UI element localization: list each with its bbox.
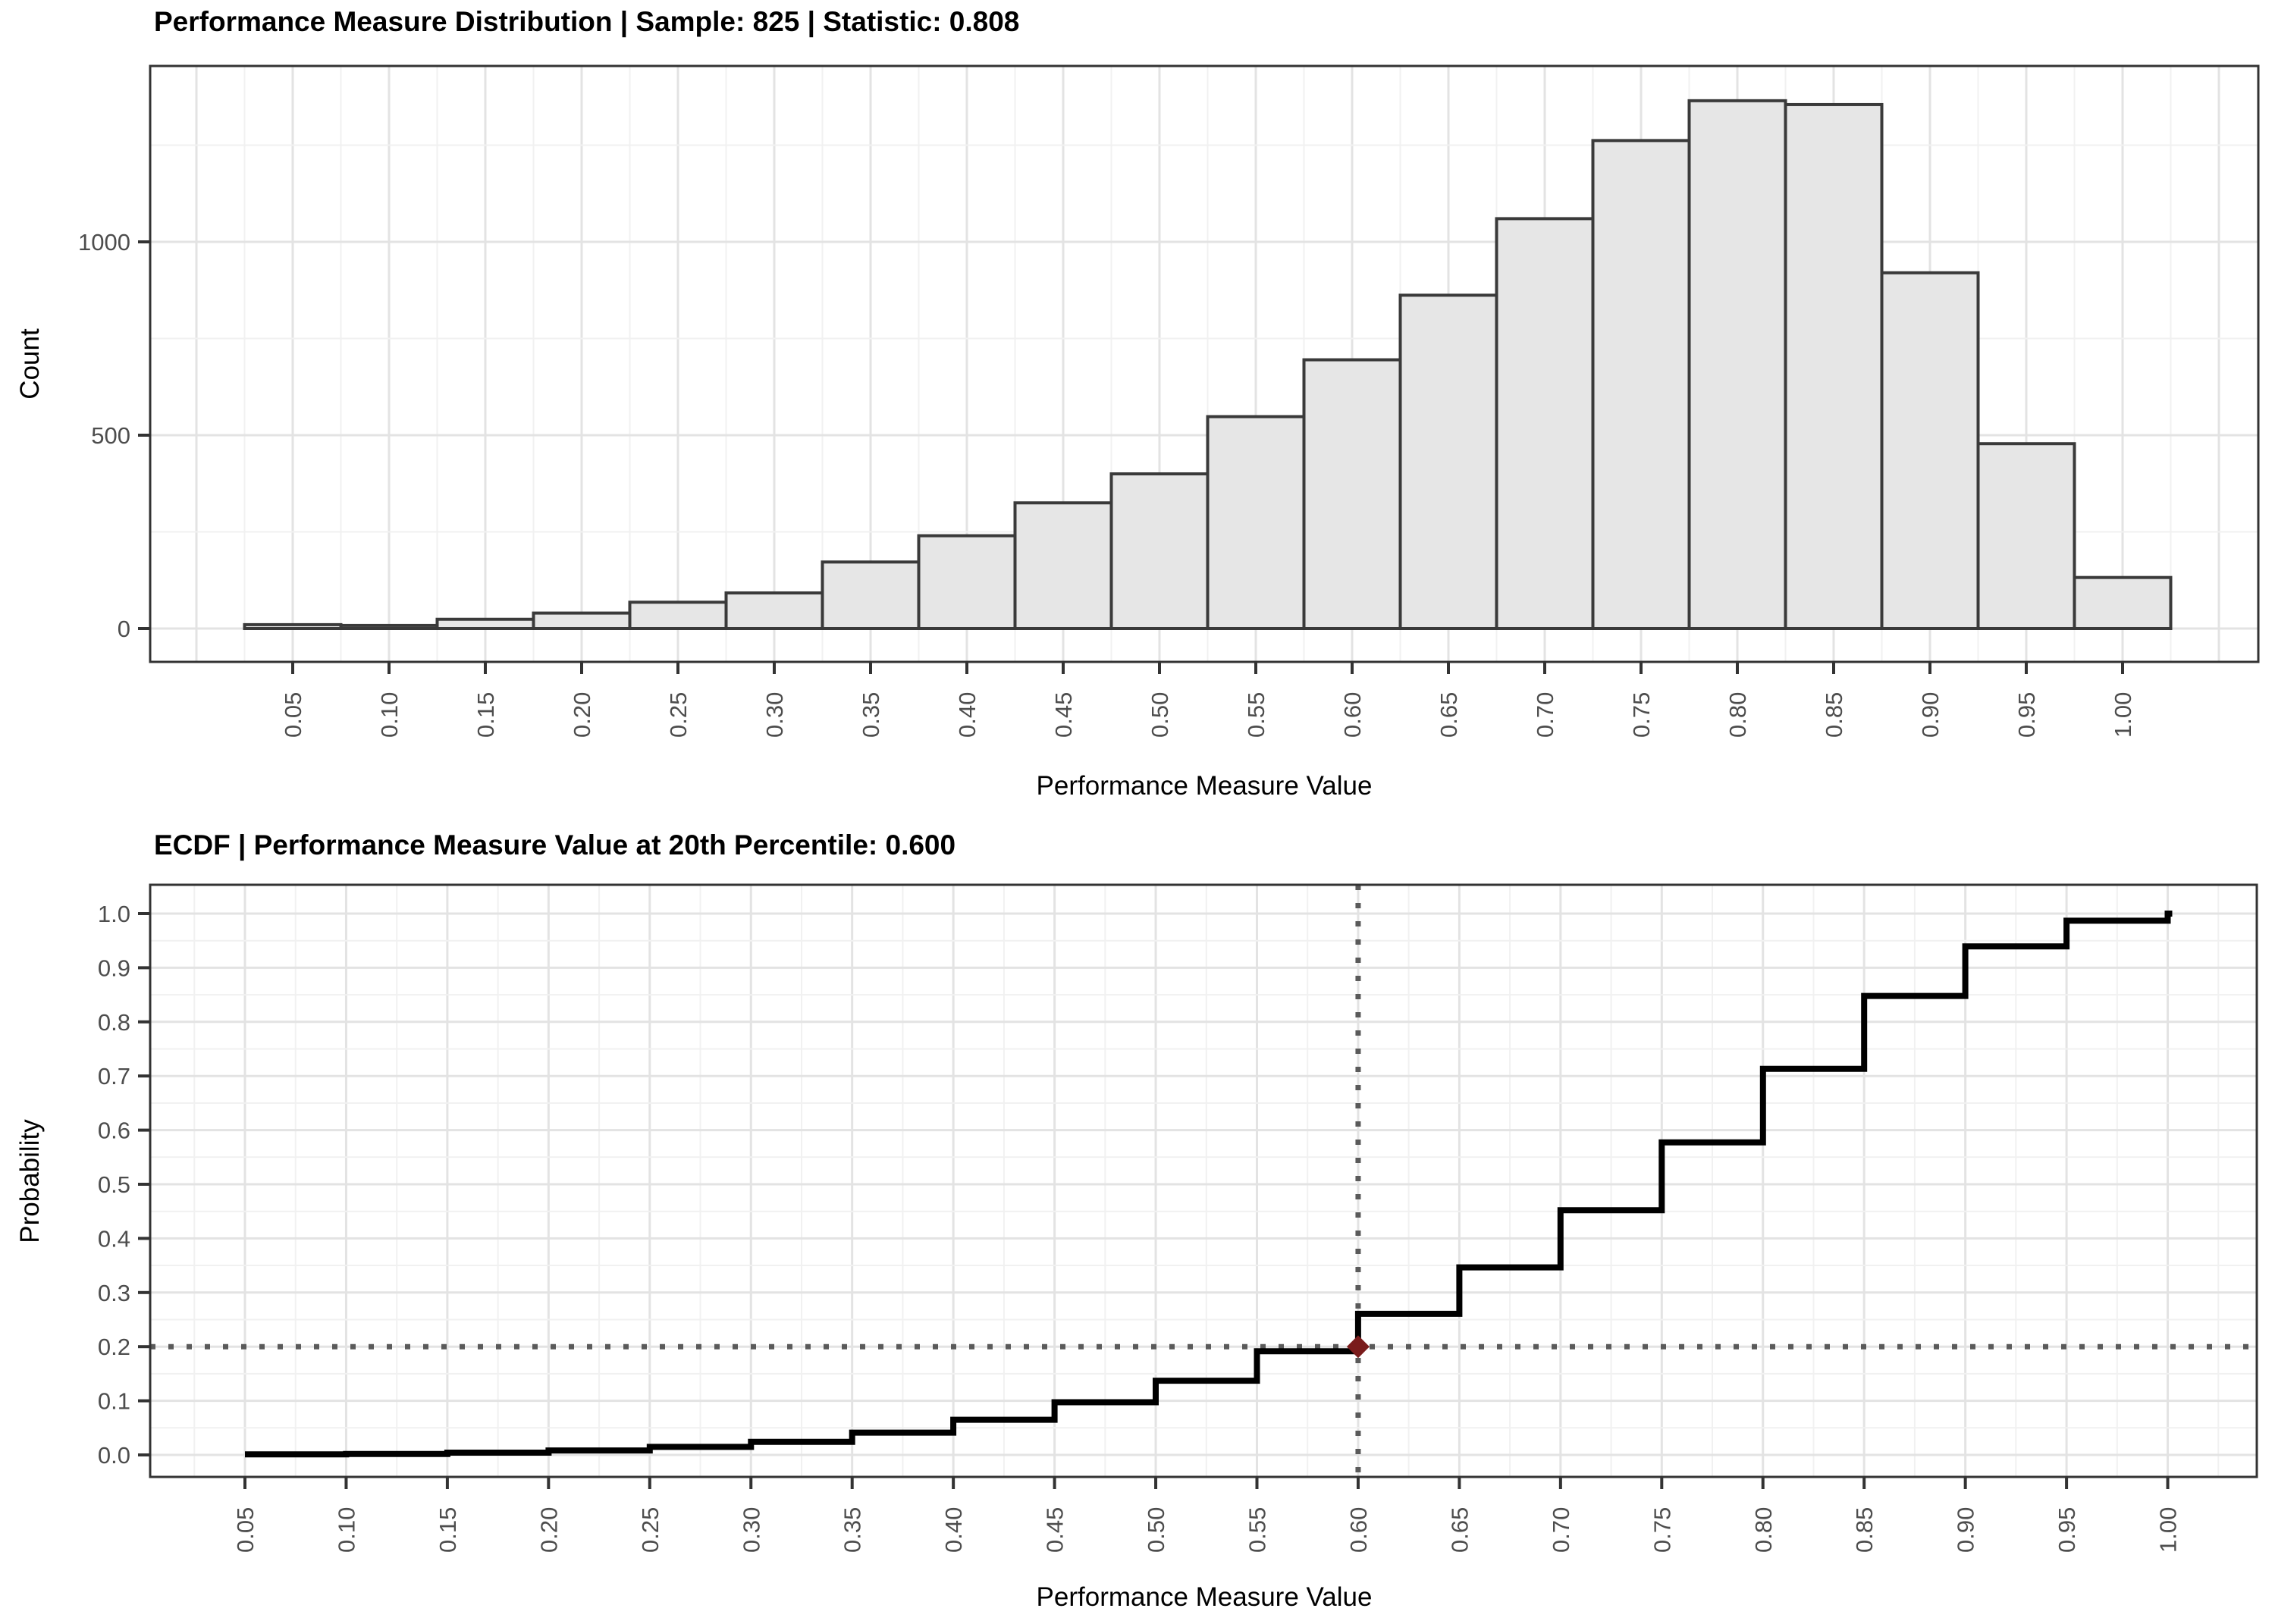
- histogram-bar: [1591, 139, 1691, 630]
- histogram-bar: [1976, 442, 2076, 630]
- ecdf-x-axis-title: Performance Measure Value: [1036, 1582, 1373, 1612]
- y-tick-label: 1.0: [98, 901, 130, 927]
- x-tick-label: 0.30: [761, 692, 788, 738]
- y-tick-label: 500: [91, 422, 130, 449]
- y-tick-label: 0.0: [98, 1442, 130, 1469]
- histogram-bar: [1784, 102, 1884, 630]
- x-tick-label: 1.00: [2110, 692, 2136, 738]
- histogram-x-axis-title: Performance Measure Value: [1036, 771, 1373, 801]
- histogram-bar: [917, 534, 1017, 630]
- x-tick-label: 0.25: [637, 1507, 664, 1553]
- x-tick-label: 0.70: [1548, 1507, 1574, 1553]
- x-tick-label: 0.75: [1649, 1507, 1675, 1553]
- x-tick-label: 0.10: [333, 1507, 359, 1553]
- x-tick-label: 0.40: [940, 1507, 967, 1553]
- x-tick-label: 0.30: [738, 1507, 764, 1553]
- x-tick-label: 0.05: [232, 1507, 259, 1553]
- y-tick-label: 0.6: [98, 1118, 130, 1144]
- x-tick-label: 0.80: [1724, 692, 1751, 738]
- x-tick-label: 0.95: [2054, 1507, 2080, 1553]
- histogram-bar: [1206, 415, 1306, 631]
- y-tick-label: 0.7: [98, 1063, 130, 1089]
- histogram-bar: [1302, 358, 1402, 630]
- histogram-bar: [1398, 293, 1498, 630]
- histogram-bar: [628, 600, 728, 631]
- x-tick-label: 0.45: [1042, 1507, 1068, 1553]
- x-tick-label: 0.60: [1345, 1507, 1372, 1553]
- y-tick-label: 0.2: [98, 1334, 130, 1360]
- y-tick-label: 0.3: [98, 1280, 130, 1306]
- histogram-bar: [532, 611, 632, 630]
- x-tick-label: 0.15: [435, 1507, 461, 1553]
- x-tick-label: 1.00: [2155, 1507, 2182, 1553]
- x-tick-label: 0.35: [839, 1507, 866, 1553]
- histogram-bar: [1880, 271, 1980, 630]
- x-tick-label: 0.40: [954, 692, 981, 738]
- x-tick-label: 0.35: [858, 692, 884, 738]
- x-tick-label: 0.15: [472, 692, 499, 738]
- y-tick-label: 0.1: [98, 1388, 130, 1415]
- percentile-marker-point: [1346, 1335, 1370, 1359]
- x-tick-label: 0.25: [665, 692, 692, 738]
- histogram-bar: [435, 617, 535, 631]
- y-tick-label: 0.5: [98, 1171, 130, 1198]
- ecdf-step-line: [245, 911, 2173, 1458]
- y-tick-label: 0: [118, 616, 130, 642]
- x-tick-label: 0.55: [1243, 692, 1269, 738]
- y-tick-label: 0.8: [98, 1009, 130, 1036]
- x-tick-label: 0.80: [1750, 1507, 1777, 1553]
- y-tick-label: 0.9: [98, 955, 130, 981]
- x-tick-label: 0.20: [569, 692, 595, 738]
- histogram-bar: [339, 623, 439, 630]
- x-tick-label: 0.75: [1628, 692, 1655, 738]
- histogram-bar: [243, 622, 343, 631]
- x-tick-label: 0.90: [1953, 1507, 1979, 1553]
- x-tick-label: 0.05: [280, 692, 306, 738]
- y-tick-label: 1000: [78, 229, 130, 256]
- histogram-title: Performance Measure Distribution | Sampl…: [154, 6, 1020, 37]
- histogram-bar: [1687, 99, 1787, 631]
- x-tick-label: 0.65: [1446, 1507, 1473, 1553]
- histogram-bar: [1109, 472, 1210, 630]
- x-tick-label: 0.65: [1436, 692, 1462, 738]
- ecdf-title: ECDF | Performance Measure Value at 20th…: [154, 829, 956, 861]
- x-tick-label: 0.50: [1147, 692, 1173, 738]
- y-tick-label: 0.4: [98, 1225, 130, 1252]
- histogram-bar: [821, 560, 921, 631]
- x-tick-label: 0.55: [1244, 1507, 1271, 1553]
- x-tick-label: 0.90: [1917, 692, 1944, 738]
- x-tick-label: 0.50: [1143, 1507, 1169, 1553]
- x-tick-label: 0.20: [535, 1507, 562, 1553]
- histogram-bar: [724, 591, 824, 631]
- x-tick-label: 0.85: [1821, 692, 1847, 738]
- histogram-bar: [1495, 217, 1595, 630]
- histogram-bar: [1013, 501, 1113, 630]
- histogram-bar: [2073, 575, 2173, 630]
- x-tick-label: 0.45: [1050, 692, 1077, 738]
- x-tick-label: 0.85: [1851, 1507, 1878, 1553]
- x-tick-label: 0.95: [2013, 692, 2040, 738]
- x-tick-label: 0.10: [376, 692, 403, 738]
- x-tick-label: 0.70: [1532, 692, 1558, 738]
- x-tick-label: 0.60: [1339, 692, 1366, 738]
